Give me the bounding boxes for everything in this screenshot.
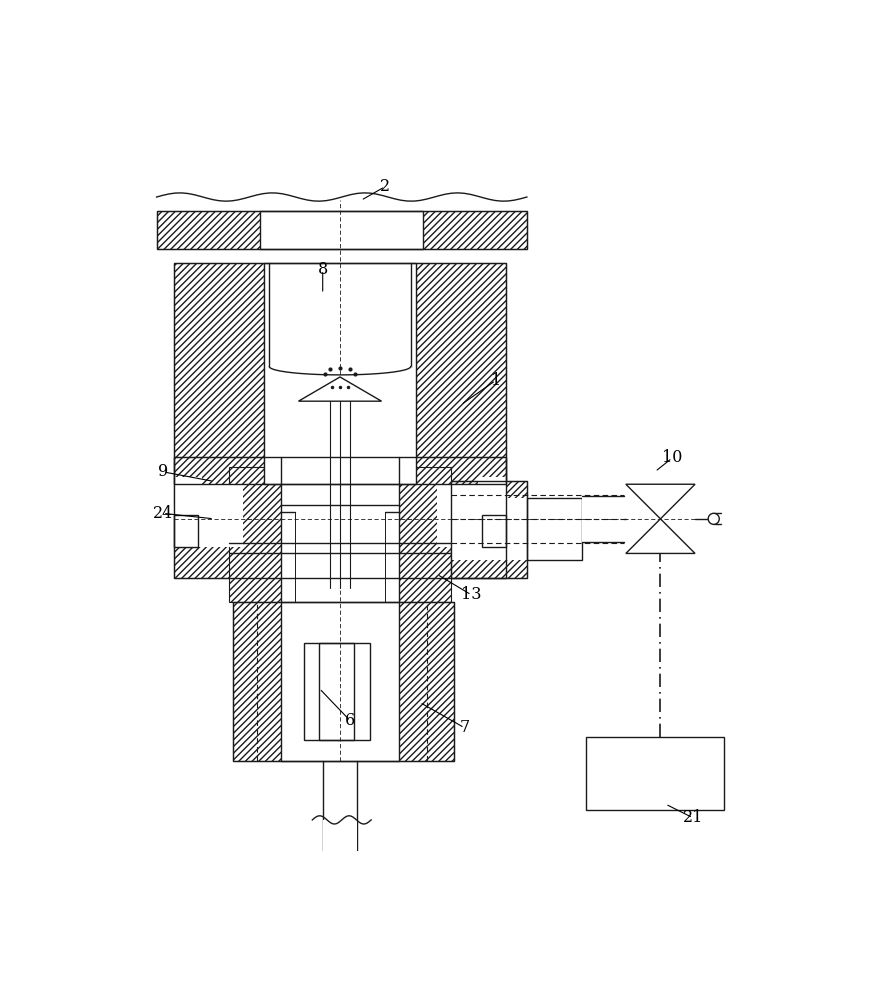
Bar xyxy=(586,737,724,810)
Text: 6: 6 xyxy=(346,712,355,729)
Bar xyxy=(281,602,399,761)
Text: 2: 2 xyxy=(380,178,390,195)
Bar xyxy=(479,477,506,505)
Bar xyxy=(451,481,527,578)
Bar xyxy=(174,515,198,547)
Bar xyxy=(233,602,455,761)
Bar xyxy=(281,467,399,602)
Bar xyxy=(582,496,624,542)
Bar xyxy=(304,643,370,740)
Bar xyxy=(174,515,198,547)
Text: 9: 9 xyxy=(158,463,168,480)
Bar xyxy=(233,602,455,761)
Bar xyxy=(174,477,202,505)
Polygon shape xyxy=(298,377,381,401)
Bar xyxy=(322,820,357,851)
Bar xyxy=(230,467,451,602)
Bar xyxy=(416,457,506,578)
Bar xyxy=(261,211,423,249)
Text: 7: 7 xyxy=(460,719,470,736)
Text: 21: 21 xyxy=(683,809,703,826)
Polygon shape xyxy=(626,519,695,553)
Bar xyxy=(174,477,202,505)
Bar xyxy=(479,477,506,505)
Text: 10: 10 xyxy=(662,449,682,466)
Bar xyxy=(295,540,385,560)
Bar xyxy=(451,481,527,578)
Bar xyxy=(527,498,582,560)
Bar xyxy=(174,263,264,484)
Bar xyxy=(264,263,416,484)
Bar xyxy=(320,643,354,740)
Bar xyxy=(261,211,423,249)
Bar xyxy=(482,515,506,547)
Text: 8: 8 xyxy=(318,261,328,278)
Bar xyxy=(174,521,198,542)
Bar xyxy=(174,457,506,578)
Bar xyxy=(174,457,264,578)
Text: 13: 13 xyxy=(462,586,481,603)
Bar xyxy=(174,484,243,547)
Bar xyxy=(451,498,527,560)
Text: 1: 1 xyxy=(490,372,501,389)
Circle shape xyxy=(708,513,719,524)
Bar xyxy=(156,211,527,249)
Bar xyxy=(304,643,370,740)
Bar xyxy=(174,263,506,484)
Bar xyxy=(281,602,399,761)
Bar xyxy=(482,515,506,547)
Text: 24: 24 xyxy=(153,505,173,522)
Bar xyxy=(281,540,399,560)
Bar xyxy=(482,521,506,542)
Bar xyxy=(437,484,506,547)
Bar xyxy=(264,263,416,484)
Bar xyxy=(156,211,527,249)
Polygon shape xyxy=(626,484,695,519)
Bar xyxy=(320,643,354,740)
Bar xyxy=(416,263,506,484)
